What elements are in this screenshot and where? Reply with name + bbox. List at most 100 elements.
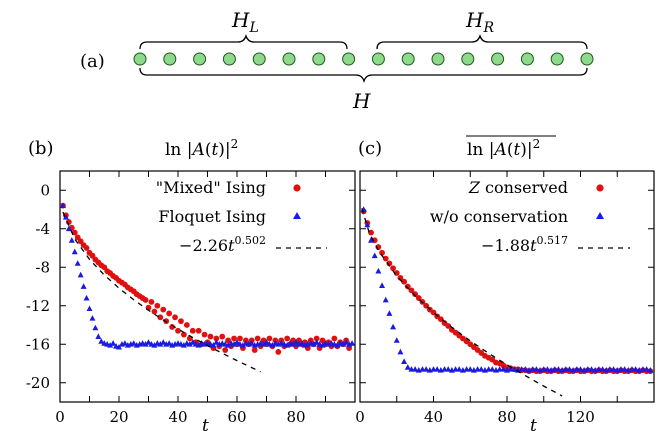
data-point: [77, 271, 84, 278]
data-point: [110, 340, 117, 346]
data-point: [83, 294, 90, 301]
data-point: [621, 366, 628, 372]
data-point: [186, 341, 193, 347]
data-point: [239, 342, 246, 348]
data-point: [116, 343, 122, 350]
data-point: [343, 339, 350, 345]
data-point: [610, 366, 617, 372]
panel-b-title: ln |A(t)|2: [165, 137, 238, 160]
data-point: [62, 214, 69, 220]
data-point: [404, 364, 411, 370]
legend-b-fit-label: −2.26t0.502: [179, 234, 266, 255]
data-point: [522, 366, 529, 372]
data-point: [412, 366, 419, 372]
chain-site: [282, 52, 296, 66]
x-tick-label: 120: [566, 408, 595, 426]
data-point: [599, 366, 606, 372]
chain-site: [193, 52, 207, 66]
legend-c-conserved-label: Z conserved: [468, 178, 568, 197]
data-point: [415, 295, 422, 301]
data-point: [142, 341, 149, 347]
data-point: [467, 366, 474, 372]
y-tick-label: 0: [40, 181, 50, 199]
data-point: [390, 323, 397, 330]
y-tick-label: -4: [35, 220, 50, 238]
data-point: [121, 340, 128, 346]
data-point: [445, 323, 452, 329]
data-point: [379, 282, 386, 288]
data-point: [331, 335, 338, 342]
data-point: [577, 366, 584, 372]
y-tick-label: -8: [35, 258, 50, 276]
data-point: [284, 335, 291, 342]
chain-site: [401, 52, 415, 66]
data-point: [412, 291, 419, 298]
data-point: [225, 337, 232, 344]
data-point: [130, 340, 137, 346]
panel-b: (b) ln |A(t)|2 0 20 40 60 80 0 -4 -8 -12 -16 -20 t…: [26, 137, 356, 431]
panel-c-axes: 0 40 80 120: [355, 171, 654, 426]
data-point: [201, 331, 208, 338]
panel-b-axes: 0 20 40 60 80 0 -4 -8 -12 -16 -20: [26, 171, 355, 426]
data-point: [189, 327, 196, 334]
chain-site: [491, 52, 505, 66]
data-point: [148, 299, 155, 305]
data-point: [445, 366, 452, 372]
data-point: [293, 339, 299, 345]
chain-site: [133, 52, 147, 66]
data-point: [368, 237, 375, 243]
data-point: [248, 340, 255, 346]
panel-c-plot-area: [360, 206, 654, 397]
panel-b-xlabel: t: [202, 416, 209, 431]
data-point: [298, 340, 305, 346]
data-point: [566, 366, 573, 372]
data-point: [319, 342, 326, 348]
data-point: [500, 366, 507, 372]
chain-site: [222, 52, 236, 66]
data-point: [180, 342, 187, 348]
data-point: [166, 340, 173, 346]
data-point: [231, 341, 238, 347]
legend-c-conserved-marker: [596, 184, 604, 192]
data-point: [160, 339, 167, 345]
legend-b-mixed-marker: [293, 184, 301, 192]
data-point: [86, 305, 93, 312]
data-point: [382, 296, 389, 303]
chain-site: [431, 52, 445, 66]
data-point: [169, 324, 176, 330]
chain-site: [252, 52, 266, 66]
chain-site: [580, 52, 594, 66]
x-tick-label: 20: [109, 408, 128, 426]
data-point: [489, 366, 496, 372]
data-point: [181, 331, 187, 338]
data-point: [269, 342, 276, 348]
chain-site: [520, 52, 534, 66]
data-point: [178, 318, 184, 325]
data-point: [92, 324, 99, 331]
data-point: [401, 358, 408, 364]
data-point: [544, 366, 551, 372]
data-point: [275, 349, 282, 355]
data-point: [284, 342, 291, 348]
data-point: [213, 339, 220, 345]
data-point: [83, 245, 90, 251]
data-point: [340, 341, 347, 347]
data-point: [254, 335, 261, 342]
data-point: [251, 347, 258, 353]
data-point: [401, 278, 407, 285]
data-point: [172, 314, 178, 321]
total-brace: [139, 67, 588, 84]
data-point: [371, 252, 378, 259]
x-tick-label: 80: [497, 408, 516, 426]
y-tick-label: -12: [26, 297, 50, 315]
panel-b-plot-area: [59, 202, 356, 373]
data-point: [397, 348, 404, 355]
data-point: [157, 341, 164, 347]
data-point: [65, 225, 72, 232]
legend-c-fit-label: −1.88t0.517: [481, 234, 568, 255]
data-point: [310, 341, 317, 347]
data-point: [334, 342, 341, 348]
data-point: [478, 366, 485, 372]
data-point: [260, 341, 267, 347]
data-point: [346, 345, 352, 351]
